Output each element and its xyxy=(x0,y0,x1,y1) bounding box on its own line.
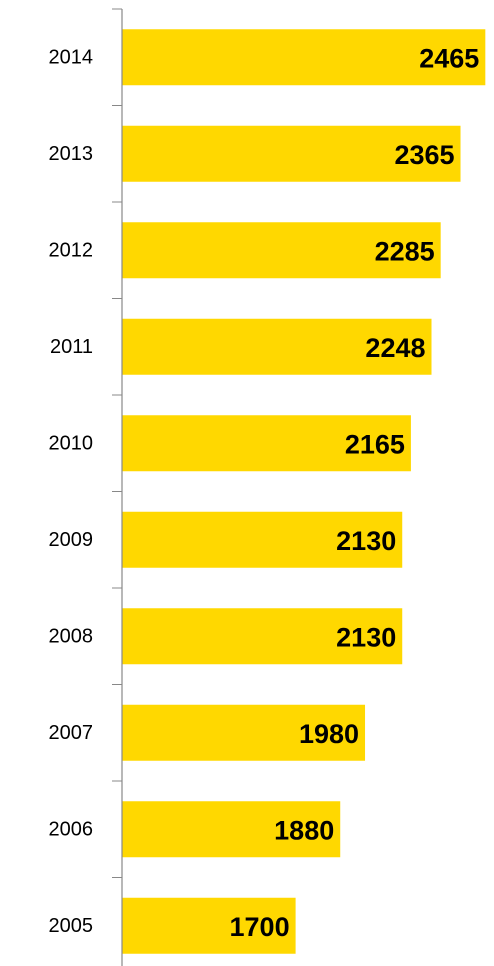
bar xyxy=(122,608,403,665)
bar xyxy=(122,897,296,954)
y-tick-label: 2014 xyxy=(49,47,94,69)
bar xyxy=(122,801,341,858)
value-label: 2465 xyxy=(419,43,479,73)
bar xyxy=(122,222,441,279)
bar xyxy=(122,704,366,761)
value-label: 2365 xyxy=(394,140,454,170)
bar xyxy=(122,511,403,568)
value-label: 1880 xyxy=(274,815,334,845)
y-tick-label: 2013 xyxy=(49,143,94,165)
y-tick-label: 2011 xyxy=(50,336,93,358)
bar xyxy=(122,318,432,375)
y-tick-label: 2010 xyxy=(49,433,94,455)
y-tick-label: 2007 xyxy=(49,722,94,744)
value-label: 2130 xyxy=(336,526,396,556)
value-label: 2130 xyxy=(336,622,396,652)
value-label: 1980 xyxy=(299,719,359,749)
value-label: 2285 xyxy=(375,236,435,266)
value-label: 2248 xyxy=(365,333,425,363)
y-tick-label: 2005 xyxy=(49,915,94,937)
bar xyxy=(122,29,486,86)
y-tick-label: 2006 xyxy=(49,819,94,841)
y-tick-label: 2009 xyxy=(49,529,94,551)
y-tick-label: 2012 xyxy=(49,240,94,262)
y-tick-label: 2008 xyxy=(49,626,94,648)
bar xyxy=(122,415,411,472)
bar xyxy=(122,125,461,182)
value-label: 2165 xyxy=(345,429,405,459)
value-label: 1700 xyxy=(230,912,290,942)
